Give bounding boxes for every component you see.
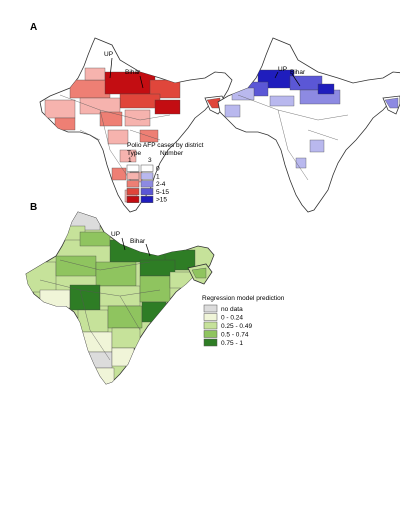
regression-swatch-4 (203, 338, 218, 347)
regression-legend-title: Regression model prediction (202, 295, 285, 302)
bihar-leader-a1 (139, 75, 144, 89)
bihar-label-b: Bihar (130, 238, 146, 245)
afp-category-label-4: >15 (156, 197, 167, 204)
regression-category-label-3: 0.5 - 0.74 (221, 332, 249, 339)
regression-category-label-0: no data (221, 306, 243, 313)
afp-category-label-3: 5-15 (156, 189, 169, 196)
afp-type1-swatch-3 (126, 188, 140, 196)
up-leader-b (121, 237, 126, 251)
up-leader-a1 (109, 57, 113, 79)
regression-legend: Regression model prediction no data 0 - 0… (202, 295, 285, 347)
afp-type1-swatch-2 (126, 180, 140, 188)
afp-category-label-2: 2-4 (156, 181, 166, 188)
regression-category-label-1: 0 - 0.24 (221, 315, 243, 322)
regression-swatch-3 (203, 330, 218, 338)
up-label-a1: UP (104, 51, 113, 58)
afp-legend-type1: 1 (128, 157, 132, 164)
bihar-label-a2: Bihar (290, 69, 306, 76)
regression-category-label-2: 0.25 - 0.49 (221, 323, 252, 330)
regression-legend-swatches: no data 0 - 0.240.25 - 0.49 0.5 - 0.740.75… (203, 304, 252, 347)
up-label-b: UP (111, 231, 120, 238)
afp-legend-type3: 3 (148, 157, 152, 164)
up-label-a2: UP (278, 66, 287, 73)
afp-category-label-1: 1 (156, 173, 160, 180)
afp-legend-title: Polio AFP cases by district (127, 142, 204, 149)
bihar-leader-b (145, 243, 151, 257)
afp-type3-swatch-2 (140, 180, 154, 188)
afp-type3-swatch-0 (140, 164, 154, 172)
afp-type3-swatch-3 (140, 188, 154, 196)
regression-swatch-2 (203, 321, 218, 330)
afp-type1-swatch-4 (126, 195, 140, 203)
afp-type3-swatch-1 (140, 172, 154, 180)
panel-a-label: A (30, 22, 37, 33)
regression-swatch-0 (203, 304, 218, 313)
afp-legend-number-header: Number (160, 150, 184, 157)
up-leader-a2 (274, 71, 279, 79)
afp-category-label-0: 0 (156, 166, 160, 173)
panel-b-label: B (30, 202, 37, 213)
afp-type3-swatch-4 (140, 195, 154, 203)
map-type3-afp (217, 37, 400, 213)
regression-category-label-4: 0.75 - 1 (221, 340, 243, 347)
afp-legend: Polio AFP cases by district Type Number … (126, 142, 204, 204)
afp-legend-swatches: 012-45-15>15 (126, 164, 169, 204)
afp-legend-type-header: Type (127, 150, 141, 157)
regression-swatch-1 (203, 313, 218, 321)
bihar-leader-a2 (291, 73, 301, 87)
bihar-label-a1: Bihar (125, 69, 141, 76)
afp-type1-swatch-1 (126, 172, 140, 180)
afp-type1-swatch-0 (126, 164, 140, 172)
